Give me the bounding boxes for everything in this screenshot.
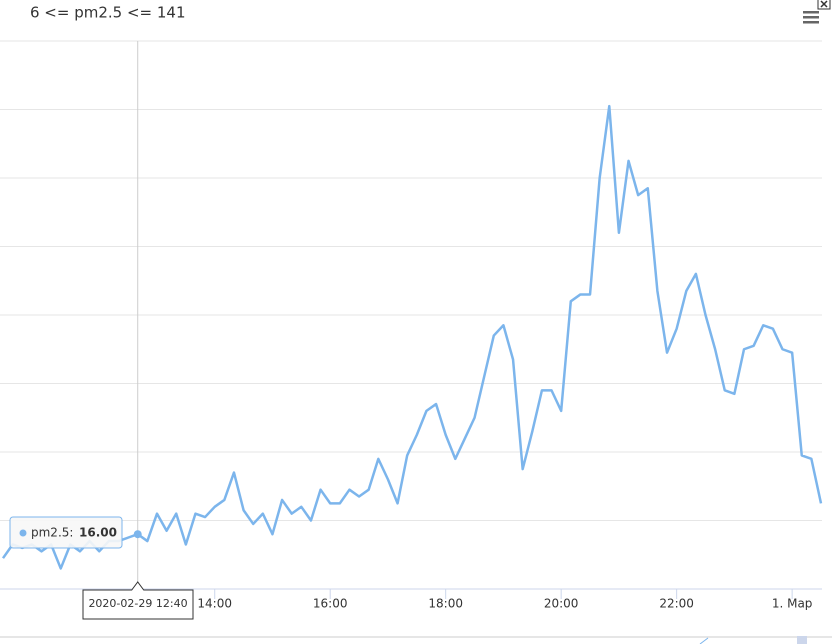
tooltip-dot (19, 529, 27, 537)
x-tick-label: 20:00 (544, 597, 579, 611)
menu-button[interactable] (803, 11, 819, 24)
x-callout-label: 2020-02-29 12:40 (88, 597, 187, 610)
tooltip-box (9, 516, 123, 549)
navigator (0, 636, 832, 644)
tooltip: pm2.5: 16.00 (9, 516, 123, 549)
x-tick-label: 22:00 (659, 597, 694, 611)
x-callout: 2020-02-29 12:40 (82, 581, 194, 620)
x-callout-box (82, 581, 194, 620)
chart-title: 6 <= pm2.5 <= 141 (30, 4, 186, 22)
hover-marker (133, 530, 142, 539)
close-button[interactable] (817, 0, 831, 10)
data-line (1, 104, 823, 570)
x-tick-label: 16:00 (313, 597, 348, 611)
tooltip-label: pm2.5: (31, 526, 73, 540)
x-tick-label: 1. Мар (772, 597, 813, 611)
tooltip-value: 16.00 (79, 526, 117, 540)
x-tick-label: 18:00 (428, 597, 463, 611)
x-tick-label: 14:00 (197, 597, 232, 611)
